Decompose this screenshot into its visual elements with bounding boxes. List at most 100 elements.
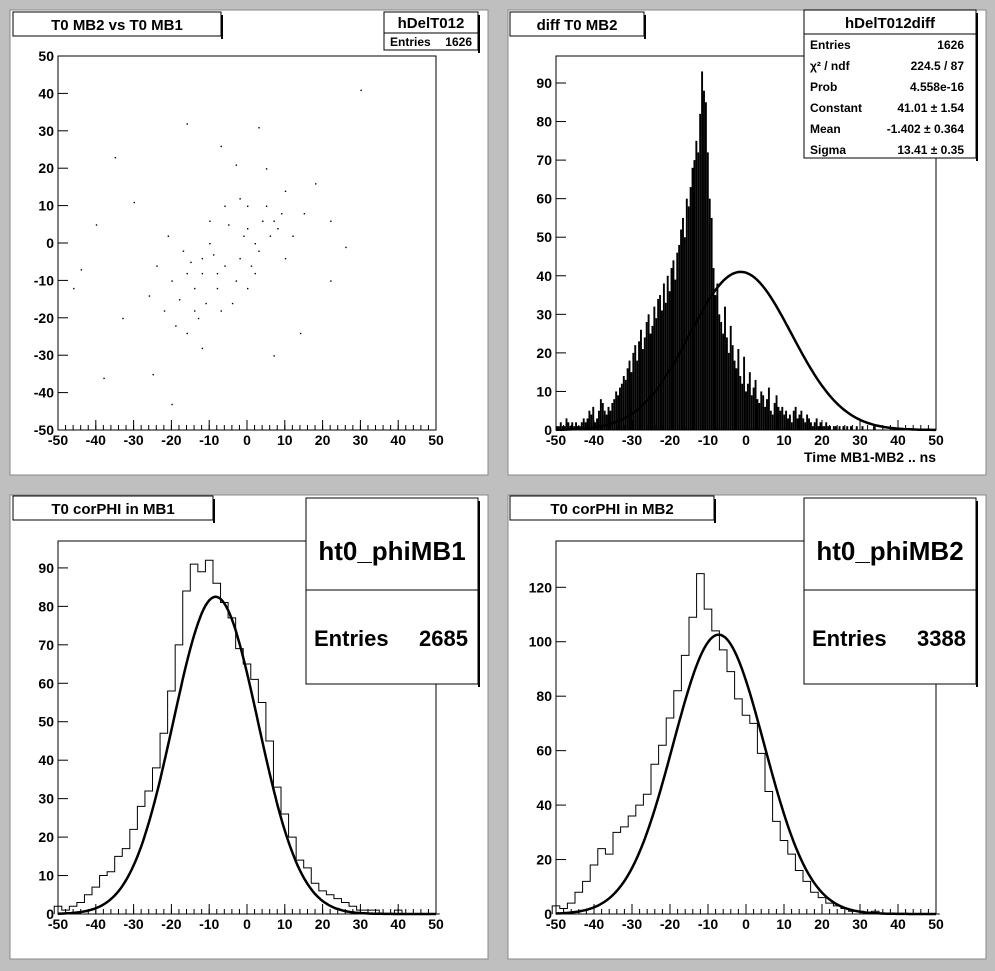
- histogram-bar: [601, 403, 604, 430]
- scatter-point: [80, 269, 83, 271]
- histogram-bar: [769, 410, 772, 430]
- x-tick-label: -30: [622, 432, 642, 448]
- title-box-shadow: [213, 499, 215, 523]
- chart-title: T0 corPHI in MB1: [51, 501, 174, 518]
- scatter-point: [254, 272, 256, 275]
- scatter-point: [265, 168, 268, 170]
- scatter-point: [201, 347, 204, 350]
- plot-area: [73, 89, 362, 406]
- stats-box-frame: [803, 9, 977, 159]
- histogram-bar: [580, 422, 583, 430]
- x-tick-label: 30: [852, 432, 868, 448]
- histogram-bar: [622, 376, 625, 430]
- histogram-bar: [628, 360, 631, 430]
- scatter-point: [265, 205, 268, 207]
- y-tick-label: -20: [34, 310, 54, 326]
- x-tick-label: 20: [315, 432, 331, 448]
- y-tick-label: 10: [38, 868, 54, 884]
- histogram-bar: [741, 383, 744, 430]
- histogram-bar: [634, 345, 637, 430]
- histogram-bar: [557, 426, 560, 430]
- chart-title: diff T0 MB2: [537, 17, 618, 34]
- fit-curve: [555, 633, 936, 916]
- histogram-bar: [724, 306, 726, 430]
- histogram-bar: [647, 314, 650, 430]
- x-tick-label: -40: [86, 916, 106, 932]
- x-tick-label: 20: [814, 916, 830, 932]
- chart-title: T0 MB2 vs T0 MB1: [51, 17, 183, 34]
- histogram-bar: [687, 206, 690, 430]
- histogram-bar: [561, 426, 564, 430]
- histogram-bar: [725, 337, 728, 430]
- histogram-bar: [632, 352, 635, 430]
- histogram-bar: [662, 283, 665, 430]
- y-tick-label: 80: [536, 688, 552, 704]
- histogram-bar: [781, 406, 784, 430]
- y-tick-label: 60: [38, 675, 54, 691]
- y-tick-label: 0: [544, 906, 552, 922]
- histogram-bar: [609, 410, 612, 430]
- stats-value: 3388: [917, 626, 966, 651]
- x-tick-label: -10: [698, 916, 718, 932]
- y-tick-label: 90: [536, 75, 552, 91]
- x-tick-label: 20: [814, 432, 830, 448]
- histogram-bar: [582, 418, 585, 430]
- scatter-point: [216, 287, 219, 290]
- histogram-bar: [823, 426, 826, 430]
- scatter-point: [216, 272, 219, 275]
- y-tick-label: 10: [38, 198, 54, 214]
- histogram-bar: [710, 217, 713, 430]
- scatter-point: [163, 310, 166, 312]
- histogram-bar: [754, 379, 757, 430]
- histogram-bar: [613, 399, 616, 430]
- y-tick-label: 100: [529, 634, 553, 650]
- x-tick-label: 50: [428, 432, 444, 448]
- histogram-bar: [766, 399, 768, 430]
- histogram-bar: [804, 422, 807, 430]
- histogram-bar: [703, 90, 705, 430]
- stats-box: hDelT012diff Entries 1626 χ² / ndf 224.5 / 8…: [803, 9, 978, 161]
- x-tick-label: 20: [315, 916, 331, 932]
- histogram-bar: [586, 418, 589, 430]
- scatter-point: [330, 220, 332, 222]
- scatter-point: [315, 183, 317, 185]
- x-tick-label: -50: [48, 432, 68, 448]
- stats-name: hDelT012diff: [845, 15, 936, 32]
- histogram-bar: [720, 322, 723, 430]
- histogram-bar: [699, 113, 702, 430]
- histogram-bar: [777, 406, 780, 430]
- y-tick-label: 20: [536, 345, 552, 361]
- y-tick-label: 0: [544, 422, 552, 438]
- scatter-point: [171, 280, 173, 282]
- stats-key: Entries: [810, 38, 851, 52]
- histogram-bar: [727, 352, 730, 430]
- histogram-bar: [771, 414, 774, 430]
- histogram-bar: [611, 403, 614, 430]
- histogram-bar: [846, 426, 849, 430]
- x-tick-label: -20: [161, 916, 181, 932]
- x-tick-label: 50: [928, 432, 944, 448]
- histogram-bar: [750, 395, 753, 430]
- histogram-bar: [718, 314, 721, 430]
- stats-key: Entries: [812, 626, 887, 651]
- fit-curve: [555, 270, 936, 432]
- scatter-point: [194, 310, 196, 312]
- histogram-bar: [811, 426, 814, 430]
- scatter-point: [250, 265, 253, 267]
- x-tick-label: 40: [390, 916, 406, 932]
- histogram-bar: [850, 426, 852, 430]
- scatter-point: [303, 213, 306, 215]
- stats-box: hDelT012 Entries 1626: [383, 11, 480, 53]
- histogram-bar: [685, 198, 688, 430]
- x-tick-label: 0: [742, 916, 750, 932]
- histogram-bar: [655, 318, 658, 430]
- y-tick-label: 0: [46, 906, 54, 922]
- y-tick-label: 30: [38, 123, 54, 139]
- y-tick-label: 0: [46, 235, 54, 251]
- scatter-point: [171, 403, 173, 406]
- x-tick-label: -50: [48, 916, 68, 932]
- histogram-bar: [767, 387, 770, 430]
- x-tick-label: -20: [660, 916, 680, 932]
- y-tick-label: 80: [536, 114, 552, 130]
- y-tick-label: 70: [38, 637, 54, 653]
